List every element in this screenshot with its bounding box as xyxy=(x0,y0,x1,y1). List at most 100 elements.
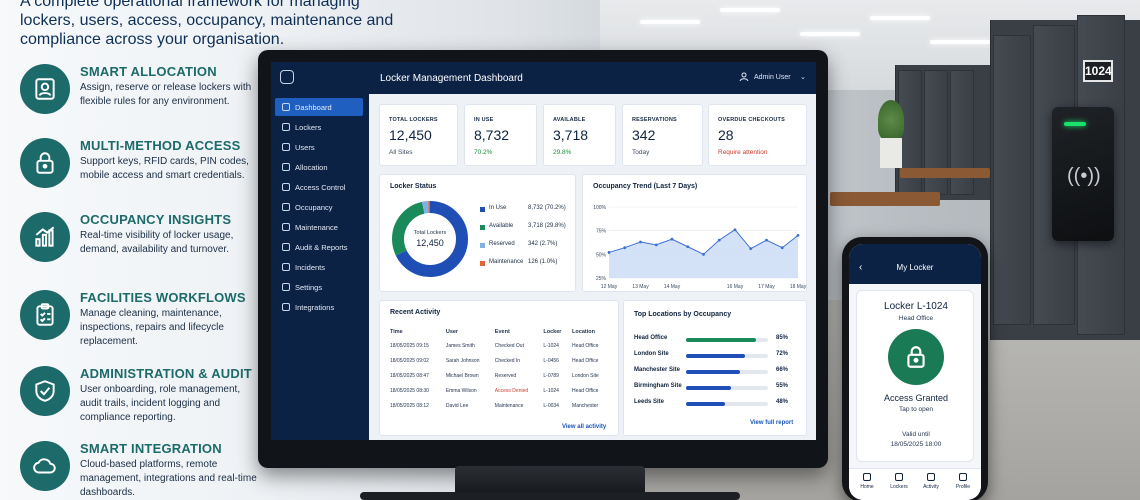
feature-title: ADMINISTRATION & AUDIT xyxy=(80,366,252,381)
column-header: Time xyxy=(390,329,403,335)
occupancy-point xyxy=(717,238,721,242)
kpi-value: 3,718 xyxy=(553,127,589,143)
cell-locker: L-0789 xyxy=(543,373,559,379)
feature-occupancy-insights: OCCUPANCY INSIGHTS Real-time visibility … xyxy=(20,212,260,284)
table-row[interactable]: 18/05/2025 09:02 Sarah Johnson Checked I… xyxy=(388,358,610,373)
sidebar-item-users[interactable]: Users xyxy=(275,138,363,156)
feature-description: Assign, reserve or release lockers with … xyxy=(80,82,252,107)
y-tick-label: 25% xyxy=(596,276,607,282)
cell-event: Access Denied xyxy=(494,388,529,394)
legend-value: 8,732 (70.2%) xyxy=(528,205,566,211)
sidebar-item-dashboard[interactable]: Dashboard xyxy=(275,98,363,116)
users-icon xyxy=(282,143,290,151)
user-menu[interactable]: Admin User xyxy=(754,74,791,81)
cell-user: James Smith xyxy=(445,343,475,349)
feature-title: SMART ALLOCATION xyxy=(80,64,217,79)
occupancy-point xyxy=(654,243,658,247)
column-header: Location xyxy=(572,329,595,335)
hexagon-logo-icon[interactable] xyxy=(280,70,294,84)
sidebar-item-occupancy[interactable]: Occupancy xyxy=(275,198,363,216)
location-percent: 66% xyxy=(776,367,789,373)
sidebar-item-label: Settings xyxy=(295,282,323,292)
kpi-card-in-use[interactable]: IN USE 8,732 70.2% xyxy=(464,104,537,166)
sidebar-item-label: Audit & Reports xyxy=(295,242,348,252)
cell-time: 18/05/2025 09:15 xyxy=(390,343,429,349)
back-arrow-icon[interactable]: ‹ xyxy=(859,262,863,273)
features-panel: A complete operational framework for man… xyxy=(0,0,393,500)
table-row[interactable]: 18/05/2025 08:12 David Lee Maintenance L… xyxy=(388,403,610,418)
valid-until-label: Valid until xyxy=(902,431,930,438)
cell-time: 18/05/2025 08:30 xyxy=(390,388,429,394)
mobile-nav-activity[interactable]: Activity xyxy=(917,473,945,490)
location-percent: 48% xyxy=(776,399,789,405)
locker-site: Head Office xyxy=(898,315,934,322)
ceiling-light xyxy=(870,16,930,20)
sidebar-item-lockers[interactable]: Lockers xyxy=(275,118,363,136)
column-header: User xyxy=(445,329,459,335)
view-all-activity-link[interactable]: View all activity xyxy=(562,424,607,430)
x-tick-label: 17 May xyxy=(758,284,775,290)
gear-icon xyxy=(282,283,290,291)
kpi-value: 12,450 xyxy=(389,127,432,143)
occupancy-point xyxy=(686,245,690,249)
table-row[interactable]: 18/05/2025 08:47 Michael Brown Reserved … xyxy=(388,373,610,388)
sidebar-item-maintenance[interactable]: Maintenance xyxy=(275,218,363,236)
ceiling-light xyxy=(720,8,780,12)
mobile-nav-label: Profile xyxy=(955,484,971,490)
unlock-button[interactable] xyxy=(888,329,944,385)
cell-user: Emma Wilson xyxy=(445,388,477,394)
activity-table: Time User Event Locker Location 18/05/20… xyxy=(388,329,610,418)
home-icon xyxy=(863,473,871,481)
mobile-title: My Locker xyxy=(896,263,934,272)
home-icon xyxy=(282,103,290,111)
card-title: Top Locations by Occupancy xyxy=(634,311,732,318)
sidebar-item-incidents[interactable]: Incidents xyxy=(275,258,363,276)
mobile-nav-label: Activity xyxy=(923,484,939,490)
sidebar-item-access-control[interactable]: Access Control xyxy=(275,178,363,196)
kpi-card-overdue-checkouts[interactable]: OVERDUE CHECKOUTS 28 Require attention xyxy=(708,104,807,166)
occupancy-bar-fill xyxy=(686,370,741,374)
kpi-card-reservations[interactable]: RESERVATIONS 342 Today xyxy=(622,104,703,166)
view-full-report-link[interactable]: View full report xyxy=(750,420,794,426)
mobile-nav-profile[interactable]: Profile xyxy=(949,473,977,490)
mobile-nav-label: Lockers xyxy=(890,484,908,490)
occupancy-bar-fill xyxy=(686,386,732,390)
sidebar-item-audit-reports[interactable]: Audit & Reports xyxy=(275,238,363,256)
mobile-nav-home[interactable]: Home xyxy=(853,473,881,490)
donut-center-value: 12,450 xyxy=(416,238,444,248)
allocation-icon xyxy=(282,163,290,171)
location-name: Birmingham Site xyxy=(634,383,682,389)
legend-value: 342 (2.7%) xyxy=(528,241,557,247)
occupancy-point xyxy=(639,240,642,244)
table-row[interactable]: 18/05/2025 09:15 James Smith Checked Out… xyxy=(388,343,610,358)
legend-value: 126 (1.0%) xyxy=(528,259,557,265)
occupancy-bar-track xyxy=(686,338,768,342)
activity-icon xyxy=(927,473,935,481)
sidebar-item-allocation[interactable]: Allocation xyxy=(275,158,363,176)
sidebar-item-label: Users xyxy=(295,142,315,152)
y-tick-label: 100% xyxy=(593,205,606,211)
locker-icon xyxy=(895,473,903,481)
feature-description: User onboarding, role management, audit … xyxy=(80,384,241,423)
legend-count: 8,732 xyxy=(528,205,544,211)
legend-count: 3,718 xyxy=(528,223,544,229)
occupancy-bar-fill xyxy=(686,338,756,342)
table-row[interactable]: 18/05/2025 08:30 Emma Wilson Access Deni… xyxy=(388,388,610,403)
sidebar-item-settings[interactable]: Settings xyxy=(275,278,363,296)
chevron-down-icon[interactable]: ⌄ xyxy=(800,74,806,81)
kpi-label: TOTAL LOCKERS xyxy=(389,117,438,123)
kpi-card-total-lockers[interactable]: TOTAL LOCKERS 12,450 All Sites xyxy=(379,104,458,166)
sidebar-item-integrations[interactable]: Integrations xyxy=(275,298,363,316)
cell-locker: L-1024 xyxy=(543,343,559,349)
mobile-nav-label: Home xyxy=(860,484,874,490)
user-icon[interactable] xyxy=(739,72,749,82)
sidebar-item-label: Lockers xyxy=(295,122,322,132)
y-tick-label: 75% xyxy=(596,229,607,235)
location-percent: 85% xyxy=(776,335,789,341)
sidebar-item-label: Integrations xyxy=(295,302,335,312)
feature-title: SMART INTEGRATION xyxy=(80,441,222,456)
mobile-nav-lockers[interactable]: Lockers xyxy=(885,473,913,490)
kpi-card-available[interactable]: AVAILABLE 3,718 29.8% xyxy=(543,104,616,166)
location-name: London Site xyxy=(634,351,669,357)
legend-item-reserved: Reserved 342 (2.7%) xyxy=(480,241,570,251)
